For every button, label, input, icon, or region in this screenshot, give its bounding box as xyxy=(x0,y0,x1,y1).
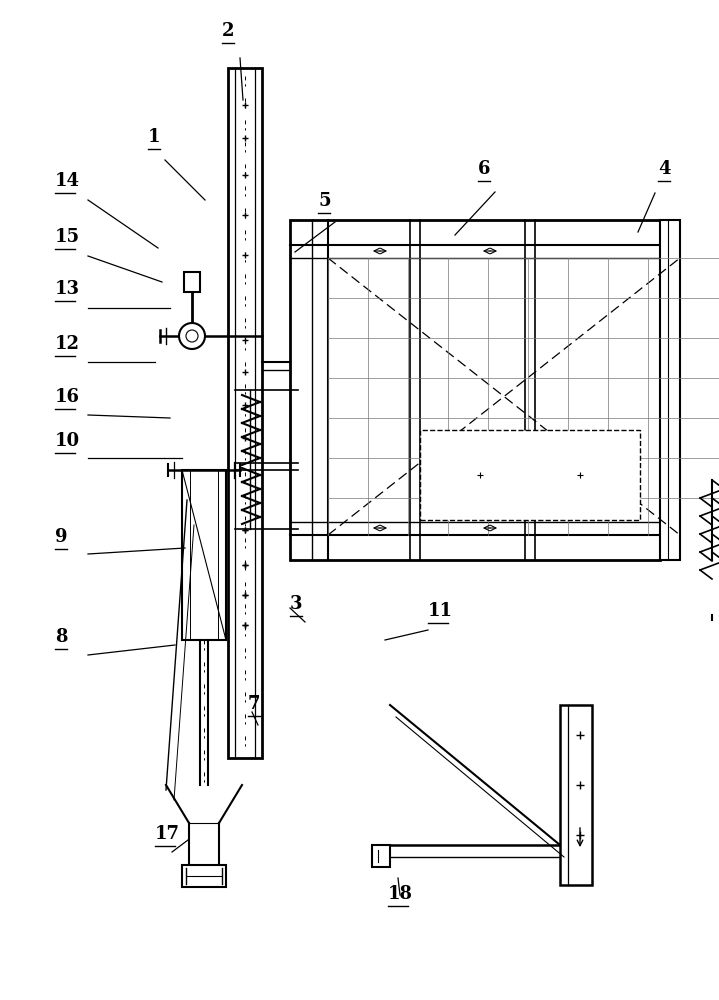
Text: 10: 10 xyxy=(55,432,80,450)
Text: 2: 2 xyxy=(222,22,234,40)
Bar xyxy=(228,68,262,758)
Bar xyxy=(182,865,226,887)
Bar xyxy=(420,430,640,520)
Text: 16: 16 xyxy=(55,388,80,406)
Text: 9: 9 xyxy=(55,528,68,546)
Circle shape xyxy=(179,323,205,349)
Text: 5: 5 xyxy=(318,192,331,210)
Text: 4: 4 xyxy=(658,160,671,178)
Text: 12: 12 xyxy=(55,335,80,353)
Text: 14: 14 xyxy=(55,172,80,190)
Text: 3: 3 xyxy=(290,595,303,613)
Text: 18: 18 xyxy=(388,885,413,903)
Bar xyxy=(184,272,200,292)
Text: 1: 1 xyxy=(148,128,160,146)
Bar xyxy=(182,470,226,640)
Text: 7: 7 xyxy=(248,695,260,713)
Bar xyxy=(560,705,592,885)
Circle shape xyxy=(186,330,198,342)
Text: 15: 15 xyxy=(55,228,80,246)
Bar xyxy=(372,845,390,867)
Text: 17: 17 xyxy=(155,825,180,843)
Text: 13: 13 xyxy=(55,280,80,298)
Text: 8: 8 xyxy=(55,628,68,646)
Bar xyxy=(290,220,660,560)
Text: 6: 6 xyxy=(478,160,490,178)
Text: 11: 11 xyxy=(428,602,453,620)
Bar xyxy=(660,220,680,560)
